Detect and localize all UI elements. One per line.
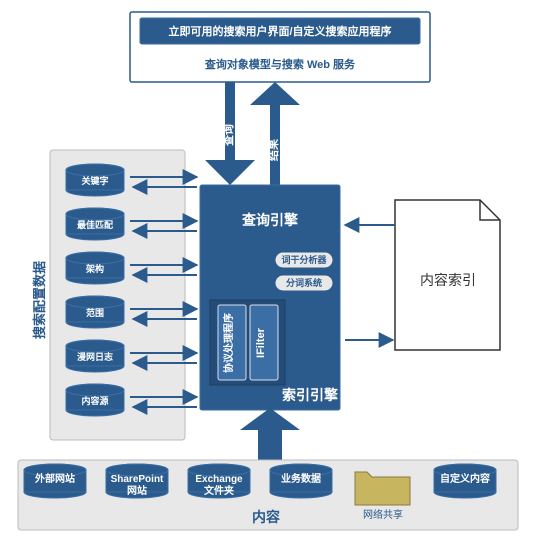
center-engine: 查询引擎 词干分析器 分词系统 协议处理程序 IFilter 索引引擎	[200, 185, 340, 410]
svg-text:内容源: 内容源	[81, 395, 108, 406]
svg-text:漫网日志: 漫网日志	[77, 351, 113, 362]
folder-item: 网络共享	[355, 472, 410, 521]
content-up-arrow	[240, 408, 300, 460]
bottom-title: 内容	[252, 509, 280, 525]
svg-text:网站: 网站	[127, 484, 147, 497]
svg-text:SharePoint: SharePoint	[111, 474, 164, 485]
svg-text:关键字: 关键字	[81, 175, 108, 186]
cylinder: 业务数据	[270, 464, 332, 498]
architecture-diagram: 立即可用的搜索用户界面/自定义搜索应用程序 查询对象模型与搜索 Web 服务 查…	[0, 0, 533, 538]
content-index-label: 内容索引	[420, 272, 476, 288]
query-arrow-label: 查询	[221, 124, 235, 146]
svg-text:文件夹: 文件夹	[204, 484, 234, 497]
cylinder: Exchange文件夹	[188, 464, 250, 498]
ifilter-label: IFilter	[255, 327, 267, 358]
svg-text:Exchange: Exchange	[195, 474, 243, 485]
cylinder: 关键字	[66, 164, 124, 196]
cylinder: 范围	[66, 296, 124, 328]
cylinder: 自定义内容	[434, 464, 496, 498]
cylinder: 架构	[66, 252, 124, 284]
query-engine-label: 查询引擎	[242, 212, 298, 228]
pill-wordbreaker: 分词系统	[286, 277, 322, 288]
cylinder: SharePoint网站	[106, 464, 168, 498]
svg-text:外部网站: 外部网站	[34, 472, 75, 485]
cylinder: 外部网站	[24, 464, 86, 498]
top-white-label: 查询对象模型与搜索 Web 服务	[205, 57, 356, 71]
left-panel-title: 搜索配置数据	[32, 261, 47, 339]
index-engine-label: 索引引擎	[282, 387, 338, 403]
pill-stemmer: 词干分析器	[281, 254, 327, 265]
cylinder: 最佳匹配	[66, 208, 124, 240]
svg-text:最佳匹配: 最佳匹配	[77, 219, 113, 230]
cylinder: 内容源	[66, 384, 124, 416]
content-index-doc: 内容索引	[395, 200, 500, 350]
svg-text:自定义内容: 自定义内容	[440, 472, 490, 485]
top-section: 立即可用的搜索用户界面/自定义搜索应用程序 查询对象模型与搜索 Web 服务	[130, 12, 430, 82]
protocol-handler-label: 协议处理程序	[222, 313, 235, 373]
top-blue-label: 立即可用的搜索用户界面/自定义搜索应用程序	[168, 24, 391, 38]
result-arrow-label: 结果	[266, 139, 280, 162]
svg-text:架构: 架构	[85, 263, 104, 274]
engine-index-arrows	[345, 225, 395, 340]
svg-text:业务数据: 业务数据	[281, 472, 321, 485]
query-result-arrows: 查询 结果	[205, 82, 300, 185]
svg-text:网络共享: 网络共享	[363, 508, 403, 521]
cylinder: 漫网日志	[66, 340, 124, 372]
svg-text:范围: 范围	[86, 307, 104, 318]
